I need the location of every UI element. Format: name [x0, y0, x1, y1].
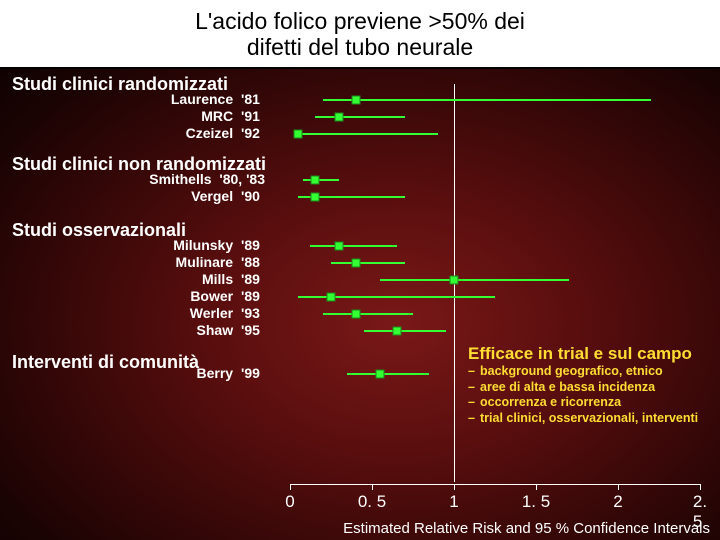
ci-line	[323, 313, 413, 315]
xaxis-tick	[700, 484, 701, 490]
title-bar: L'acido folico previene >50% deidifetti …	[0, 0, 720, 69]
xaxis-tick-label: 1. 5	[522, 492, 550, 512]
study-label: Vergel '90	[0, 189, 265, 204]
ci-line	[310, 245, 397, 247]
study-label: Shaw '95	[0, 323, 265, 338]
callout-item: trial clinici, osservazionali, intervent…	[468, 411, 698, 427]
xaxis-tick	[536, 484, 537, 490]
point-marker	[310, 193, 319, 202]
xaxis-tick-label: 1	[449, 492, 458, 512]
xaxis-tick	[290, 484, 291, 490]
page-title: L'acido folico previene >50% deidifetti …	[12, 8, 708, 61]
forest-plot: 00. 511. 522. 5 Studi clinici randomizza…	[0, 74, 720, 504]
ci-line	[315, 116, 405, 118]
point-marker	[335, 242, 344, 251]
callout-item: aree di alta e bassa incidenza	[468, 380, 698, 396]
ci-line	[380, 279, 569, 281]
study-label: Werler '93	[0, 306, 265, 321]
ci-line	[323, 99, 651, 101]
point-marker	[327, 293, 336, 302]
study-label: Laurence '81	[0, 92, 265, 107]
ci-line	[331, 262, 405, 264]
xaxis-tick	[372, 484, 373, 490]
point-marker	[450, 276, 459, 285]
study-label: Mulinare '88	[0, 255, 265, 270]
ci-line	[303, 179, 339, 181]
study-label: Smithells '80, '83	[0, 172, 265, 187]
study-label: Berry '99	[0, 366, 265, 381]
point-marker	[294, 130, 303, 139]
plot-area: 00. 511. 522. 5	[290, 74, 700, 504]
xaxis-caption: Estimated Relative Risk and 95 % Confide…	[343, 520, 710, 537]
xaxis-tick-label: 0	[285, 492, 294, 512]
study-label: MRC '91	[0, 109, 265, 124]
xaxis-tick-label: 2	[613, 492, 622, 512]
study-label: Bower '89	[0, 289, 265, 304]
study-label: Czeizel '92	[0, 126, 265, 141]
point-marker	[376, 370, 385, 379]
xaxis-tick	[618, 484, 619, 490]
study-label: Mills '89	[0, 272, 265, 287]
callout-title: Efficace in trial e sul campo	[468, 344, 698, 364]
ci-line	[298, 133, 437, 135]
point-marker	[351, 310, 360, 319]
point-marker	[335, 113, 344, 122]
callout-item: occorrenza e ricorrenza	[468, 395, 698, 411]
xaxis-line	[290, 484, 700, 485]
point-marker	[392, 327, 401, 336]
ci-line	[364, 330, 446, 332]
xaxis-tick	[454, 484, 455, 490]
callout-item: background geografico, etnico	[468, 364, 698, 380]
point-marker	[351, 96, 360, 105]
point-marker	[310, 176, 319, 185]
point-marker	[351, 259, 360, 268]
study-label: Milunsky '89	[0, 238, 265, 253]
callout-box: Efficace in trial e sul campobackground …	[468, 344, 698, 427]
xaxis-tick-label: 0. 5	[358, 492, 386, 512]
ci-line	[347, 373, 429, 375]
